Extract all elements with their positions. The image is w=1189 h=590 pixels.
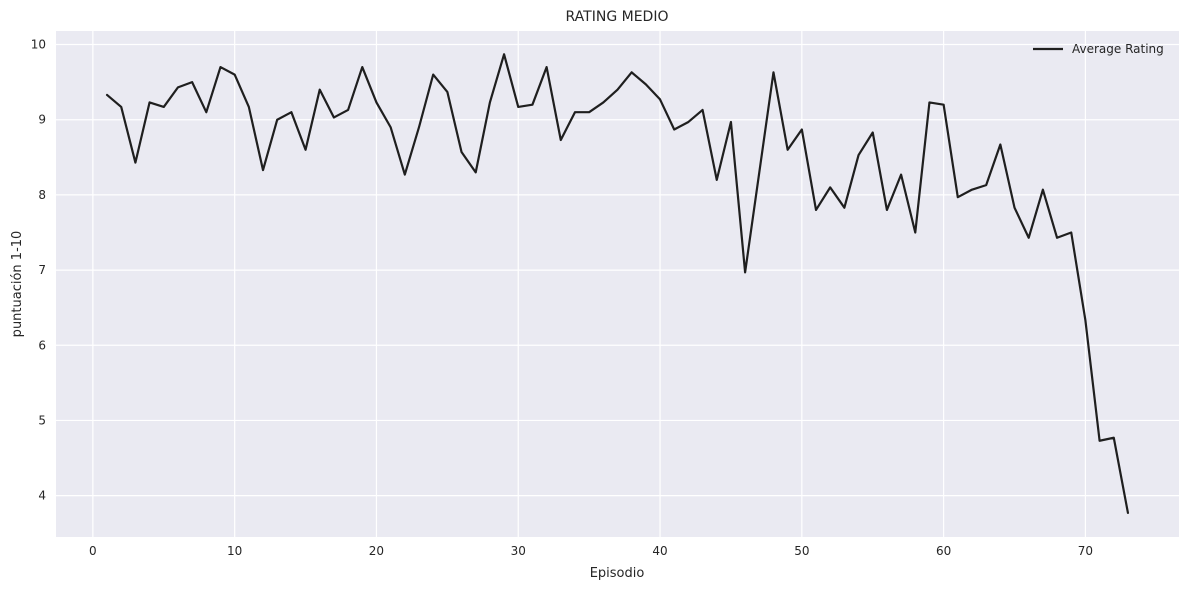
y-tick-label: 7: [38, 263, 46, 277]
plot-background: [56, 31, 1179, 537]
chart-title: RATING MEDIO: [566, 9, 669, 25]
y-tick-label: 9: [38, 113, 46, 127]
x-tick-label: 30: [511, 544, 526, 558]
series-line-average-rating: [105, 53, 1130, 515]
legend: Average Rating: [1033, 42, 1164, 56]
y-tick-label: 5: [38, 413, 46, 427]
y-axis-ticks: 4 5 6 7 8 9 10: [31, 38, 46, 503]
x-tick-label: 50: [794, 544, 809, 558]
y-axis-label: puntuación 1-10: [10, 231, 25, 338]
x-tick-label: 20: [369, 544, 384, 558]
x-axis-ticks: 0 10 20 30 40 50 60 70: [89, 544, 1093, 558]
y-tick-label: 8: [38, 188, 46, 202]
x-tick-label: 0: [89, 544, 97, 558]
legend-label: Average Rating: [1072, 42, 1164, 56]
y-tick-label: 10: [31, 38, 46, 52]
gridlines: [56, 31, 1179, 537]
y-tick-label: 4: [38, 489, 46, 503]
x-tick-label: 70: [1078, 544, 1093, 558]
y-tick-label: 6: [38, 338, 46, 352]
x-tick-label: 10: [227, 544, 242, 558]
x-tick-label: 40: [652, 544, 667, 558]
x-axis-label: Episodio: [590, 566, 645, 581]
x-tick-label: 60: [936, 544, 951, 558]
